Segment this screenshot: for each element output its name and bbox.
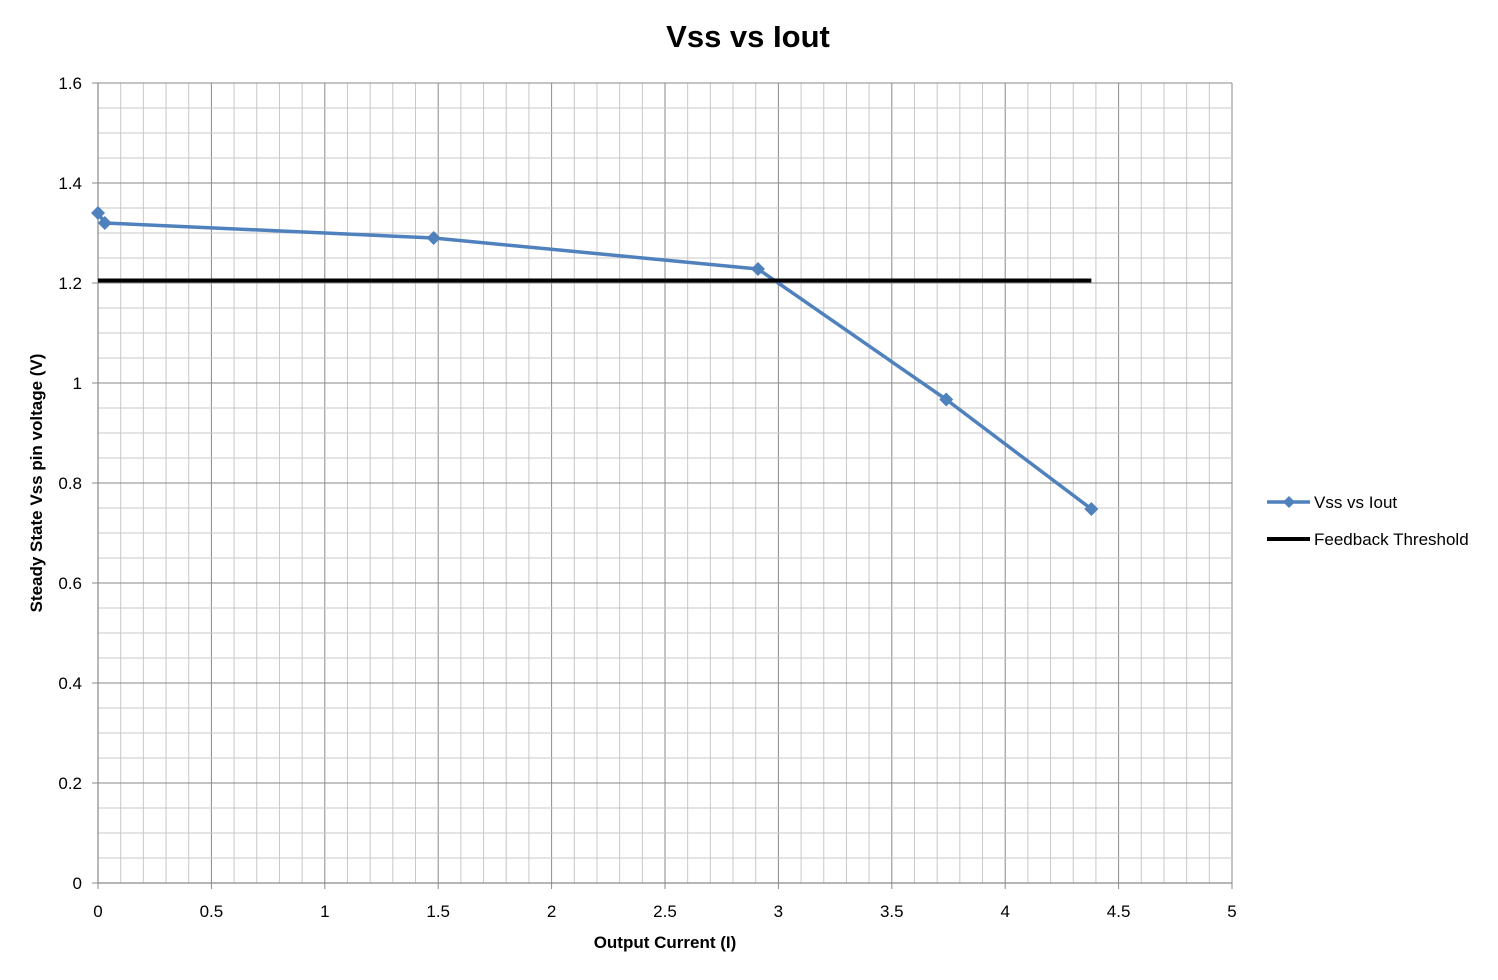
x-tick-labels: 0 0.5 1 1.5 2 2.5 3 3.5 4 4.5 5 xyxy=(93,883,1237,921)
legend: Vss vs Iout Feedback Threshold xyxy=(1267,493,1469,549)
y-tick-label: 0 xyxy=(73,874,82,893)
x-tick-label: 2 xyxy=(547,902,556,921)
x-tick-label: 1.5 xyxy=(426,902,450,921)
legend-marker xyxy=(1283,496,1295,508)
legend-item: Feedback Threshold xyxy=(1267,530,1469,549)
y-tick-label: 1.2 xyxy=(58,274,82,293)
series-line xyxy=(96,212,1093,511)
y-tick-label: 1.4 xyxy=(58,174,82,193)
x-tick-label: 4.5 xyxy=(1107,902,1131,921)
x-tick-label: 3.5 xyxy=(880,902,904,921)
data-point-marker xyxy=(750,262,765,276)
grid xyxy=(97,82,1233,884)
x-tick-label: 0 xyxy=(93,902,102,921)
x-tick-label: 1 xyxy=(320,902,329,921)
legend-item: Vss vs Iout xyxy=(1267,493,1397,512)
y-tick-label: 1 xyxy=(73,374,82,393)
y-tick-label: 0.6 xyxy=(58,574,82,593)
legend-label: Feedback Threshold xyxy=(1314,530,1469,549)
x-tick-label: 3 xyxy=(774,902,783,921)
x-tick-label: 2.5 xyxy=(653,902,677,921)
data-point-marker xyxy=(97,216,112,230)
data-point-marker xyxy=(939,392,954,407)
series-layer xyxy=(91,206,1099,516)
y-tick-label: 1.6 xyxy=(58,74,82,93)
y-axis-title: Steady State Vss pin voltage (V) xyxy=(27,354,46,613)
data-point-marker xyxy=(426,231,441,245)
y-tick-label: 0.2 xyxy=(58,774,82,793)
y-tick-label: 0.4 xyxy=(58,674,82,693)
x-tick-label: 4 xyxy=(1000,902,1009,921)
y-tick-label: 0.8 xyxy=(58,474,82,493)
chart-title: Vss vs Iout xyxy=(666,19,830,54)
data-point-marker xyxy=(91,206,105,220)
series-0 xyxy=(91,206,1099,516)
x-axis-title: Output Current (I) xyxy=(594,933,737,952)
legend-label: Vss vs Iout xyxy=(1314,493,1397,512)
y-tick-labels: 0 0.2 0.4 0.6 0.8 1 1.2 1.4 1.6 xyxy=(58,74,98,893)
x-tick-label: 5 xyxy=(1227,902,1236,921)
x-tick-label: 0.5 xyxy=(200,902,224,921)
data-point-marker xyxy=(1084,502,1099,516)
